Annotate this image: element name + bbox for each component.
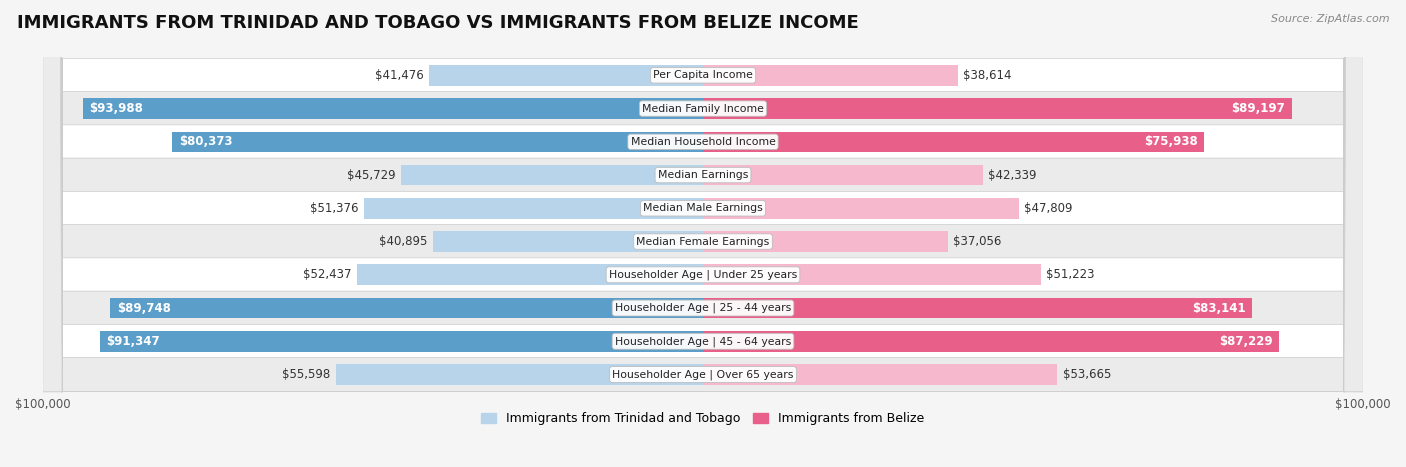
- Text: $51,223: $51,223: [1046, 269, 1095, 281]
- Text: $47,809: $47,809: [1024, 202, 1073, 215]
- Bar: [357, 264, 703, 285]
- Text: $83,141: $83,141: [1192, 302, 1246, 315]
- Text: $40,895: $40,895: [380, 235, 427, 248]
- Bar: [429, 65, 703, 85]
- Text: Median Household Income: Median Household Income: [630, 137, 776, 147]
- Bar: [173, 132, 703, 152]
- Text: $93,988: $93,988: [89, 102, 143, 115]
- Bar: [401, 165, 703, 185]
- Bar: [83, 98, 703, 119]
- FancyBboxPatch shape: [42, 0, 1364, 467]
- Text: $37,056: $37,056: [953, 235, 1001, 248]
- Bar: [703, 132, 1205, 152]
- FancyBboxPatch shape: [42, 0, 1364, 467]
- FancyBboxPatch shape: [42, 0, 1364, 467]
- Text: $42,339: $42,339: [988, 169, 1036, 182]
- Text: Householder Age | Over 65 years: Householder Age | Over 65 years: [612, 369, 794, 380]
- Text: IMMIGRANTS FROM TRINIDAD AND TOBAGO VS IMMIGRANTS FROM BELIZE INCOME: IMMIGRANTS FROM TRINIDAD AND TOBAGO VS I…: [17, 14, 859, 32]
- Bar: [100, 331, 703, 352]
- Bar: [336, 364, 703, 385]
- Text: Householder Age | Under 25 years: Householder Age | Under 25 years: [609, 269, 797, 280]
- Text: Source: ZipAtlas.com: Source: ZipAtlas.com: [1271, 14, 1389, 24]
- Text: Median Female Earnings: Median Female Earnings: [637, 237, 769, 247]
- FancyBboxPatch shape: [42, 0, 1364, 467]
- Text: $55,598: $55,598: [283, 368, 330, 381]
- Text: $45,729: $45,729: [347, 169, 396, 182]
- FancyBboxPatch shape: [42, 0, 1364, 467]
- Text: $38,614: $38,614: [963, 69, 1012, 82]
- Text: Median Earnings: Median Earnings: [658, 170, 748, 180]
- Text: Householder Age | 45 - 64 years: Householder Age | 45 - 64 years: [614, 336, 792, 347]
- Bar: [703, 364, 1057, 385]
- Text: Median Male Earnings: Median Male Earnings: [643, 203, 763, 213]
- Text: $80,373: $80,373: [179, 135, 232, 149]
- Text: $53,665: $53,665: [1063, 368, 1111, 381]
- Legend: Immigrants from Trinidad and Tobago, Immigrants from Belize: Immigrants from Trinidad and Tobago, Imm…: [477, 407, 929, 430]
- Text: $91,347: $91,347: [107, 335, 160, 348]
- Text: $41,476: $41,476: [375, 69, 423, 82]
- Bar: [703, 298, 1251, 318]
- Bar: [111, 298, 703, 318]
- Bar: [703, 264, 1042, 285]
- FancyBboxPatch shape: [42, 0, 1364, 467]
- Text: Householder Age | 25 - 44 years: Householder Age | 25 - 44 years: [614, 303, 792, 313]
- Text: Per Capita Income: Per Capita Income: [652, 71, 754, 80]
- FancyBboxPatch shape: [42, 0, 1364, 467]
- Bar: [703, 198, 1018, 219]
- Bar: [703, 98, 1292, 119]
- Text: $52,437: $52,437: [304, 269, 352, 281]
- Bar: [703, 231, 948, 252]
- Bar: [703, 65, 957, 85]
- FancyBboxPatch shape: [42, 0, 1364, 467]
- Text: $89,197: $89,197: [1232, 102, 1285, 115]
- Bar: [364, 198, 703, 219]
- Text: $51,376: $51,376: [311, 202, 359, 215]
- FancyBboxPatch shape: [42, 0, 1364, 467]
- Bar: [433, 231, 703, 252]
- Bar: [703, 331, 1279, 352]
- Text: $75,938: $75,938: [1144, 135, 1198, 149]
- Bar: [703, 165, 983, 185]
- Text: Median Family Income: Median Family Income: [643, 104, 763, 113]
- Text: $87,229: $87,229: [1219, 335, 1272, 348]
- FancyBboxPatch shape: [42, 0, 1364, 467]
- Text: $89,748: $89,748: [117, 302, 172, 315]
